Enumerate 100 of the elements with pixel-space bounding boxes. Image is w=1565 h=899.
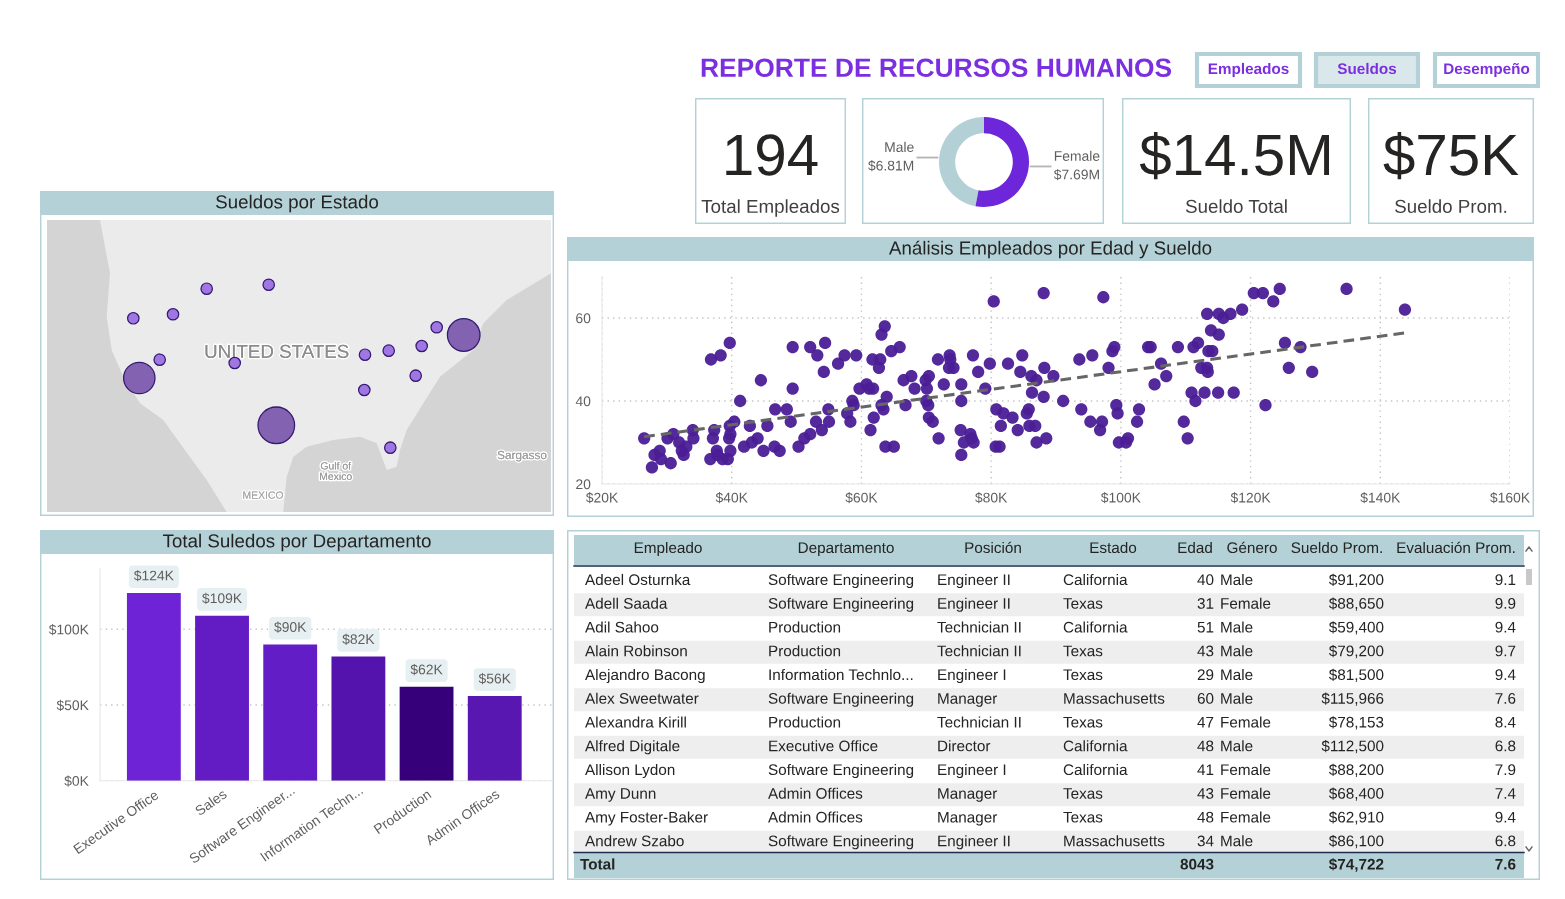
- text: 47: [1197, 716, 1214, 728]
- text: Male: [1221, 668, 1253, 681]
- text: 9.4: [1495, 811, 1516, 823]
- text: MEXICO: [243, 491, 284, 499]
- text: Texas: [1063, 645, 1103, 657]
- text: Software Engineering: [768, 763, 914, 779]
- text: 48: [1197, 740, 1214, 752]
- text: California: [1063, 763, 1128, 776]
- y-tick-label: $0K: [64, 775, 89, 787]
- text: Alejandro Bacong: [585, 668, 705, 684]
- text: $81,500: [1328, 668, 1384, 682]
- text: $14.5M: [1139, 131, 1330, 180]
- text: 51: [1197, 621, 1214, 633]
- text: Alexandra Kirill: [585, 716, 686, 728]
- text: Desempeño: [1444, 62, 1530, 78]
- text: Software Engineering: [768, 573, 914, 589]
- text: Engineer II: [938, 597, 1010, 612]
- text: $62,910: [1328, 811, 1384, 825]
- data-label: $82K: [342, 633, 375, 645]
- text: Texas: [1063, 598, 1103, 609]
- bar: [399, 686, 454, 781]
- x-tick-label: $20K: [585, 492, 619, 504]
- x-tick-label: $120K: [1230, 492, 1271, 504]
- text: Male: [1221, 573, 1253, 586]
- text: $74,722: [1328, 858, 1384, 872]
- text: 9.9: [1495, 598, 1516, 609]
- slice-label: Female: [1054, 150, 1100, 161]
- text: Technician II: [937, 645, 1021, 657]
- text: UNITED STATES: [205, 344, 349, 359]
- text: Technician II: [937, 716, 1021, 728]
- text: Production: [769, 716, 841, 728]
- text: 41: [1197, 764, 1214, 775]
- y-tick-label: 20: [576, 479, 591, 490]
- text: Engineer I: [938, 763, 1006, 779]
- text: Manager: [938, 788, 998, 802]
- data-label: $6.81M: [868, 160, 914, 172]
- y-tick-label: 60: [576, 313, 591, 324]
- text: $59,400: [1328, 621, 1384, 635]
- y-tick-label: $50K: [56, 699, 89, 711]
- text: $88,200: [1328, 763, 1384, 777]
- text: 8.4: [1495, 716, 1516, 728]
- category-label: Estado: [1090, 541, 1137, 554]
- text: Sargasso: [497, 450, 547, 462]
- category-label: Género: [1227, 541, 1277, 554]
- text: 7.9: [1495, 764, 1516, 776]
- category-label: Evaluación Prom.: [1397, 541, 1515, 554]
- text: 9.4: [1495, 669, 1516, 681]
- text: $112,500: [1321, 739, 1384, 754]
- text: Manager: [938, 693, 998, 707]
- text: 48: [1197, 811, 1214, 823]
- bar: [126, 592, 181, 781]
- text: 29: [1197, 669, 1214, 681]
- text: 8043: [1180, 858, 1214, 870]
- bar: [195, 615, 249, 781]
- data-label: $62K: [410, 663, 443, 676]
- text: Total Empleados: [701, 199, 840, 217]
- data-label: $90K: [274, 621, 307, 633]
- text: Software Engineering: [768, 835, 914, 850]
- text: Information Technlo...: [769, 668, 913, 681]
- text: Sueldo Total: [1185, 199, 1287, 214]
- text: Female: [1221, 787, 1271, 799]
- text: Allison Lydon: [585, 763, 675, 779]
- text: 7.6: [1495, 693, 1516, 704]
- x-tick-label: $80K: [975, 492, 1008, 504]
- text: Software Engineering: [768, 597, 914, 612]
- text: Sueldo Prom.: [1395, 199, 1507, 214]
- text: Engineer II: [938, 835, 1010, 850]
- data-label: $56K: [478, 673, 511, 685]
- text: Male: [1221, 740, 1253, 752]
- text: Engineer II: [938, 573, 1010, 589]
- text: Male: [1221, 645, 1253, 657]
- x-tick-label: $100K: [1100, 492, 1141, 504]
- text: $68,400: [1328, 787, 1384, 801]
- text: $115,966: [1321, 692, 1384, 706]
- text: Production: [769, 621, 841, 633]
- text: 9.4: [1495, 621, 1516, 633]
- text: Software Engineering: [768, 692, 914, 707]
- text: California: [1063, 740, 1128, 752]
- x-tick-label: $160K: [1490, 492, 1530, 504]
- text: Alfred Digitale: [585, 740, 680, 755]
- category-label: Departamento: [798, 542, 894, 557]
- text: $88,650: [1328, 597, 1384, 611]
- text: Massachusetts: [1064, 692, 1165, 704]
- text: Male: [1221, 835, 1253, 847]
- text: 7.4: [1495, 788, 1516, 799]
- text: Female: [1221, 597, 1271, 609]
- text: Sueldos: [1337, 62, 1397, 75]
- donut-slice: [939, 117, 984, 207]
- text: Texas: [1063, 788, 1103, 799]
- category-label: Sueldo Prom.: [1291, 541, 1382, 554]
- text: 34: [1197, 835, 1214, 847]
- text: Alain Robinson: [585, 645, 687, 657]
- text: $86,100: [1328, 834, 1384, 849]
- text: Engineer I: [938, 668, 1006, 684]
- text: 6.8: [1495, 740, 1516, 752]
- data-label: $7.69M: [1053, 169, 1099, 181]
- text: 7.6: [1495, 858, 1516, 870]
- text: Male: [1221, 621, 1253, 633]
- text: Manager: [938, 811, 998, 826]
- text: Female: [1221, 716, 1271, 728]
